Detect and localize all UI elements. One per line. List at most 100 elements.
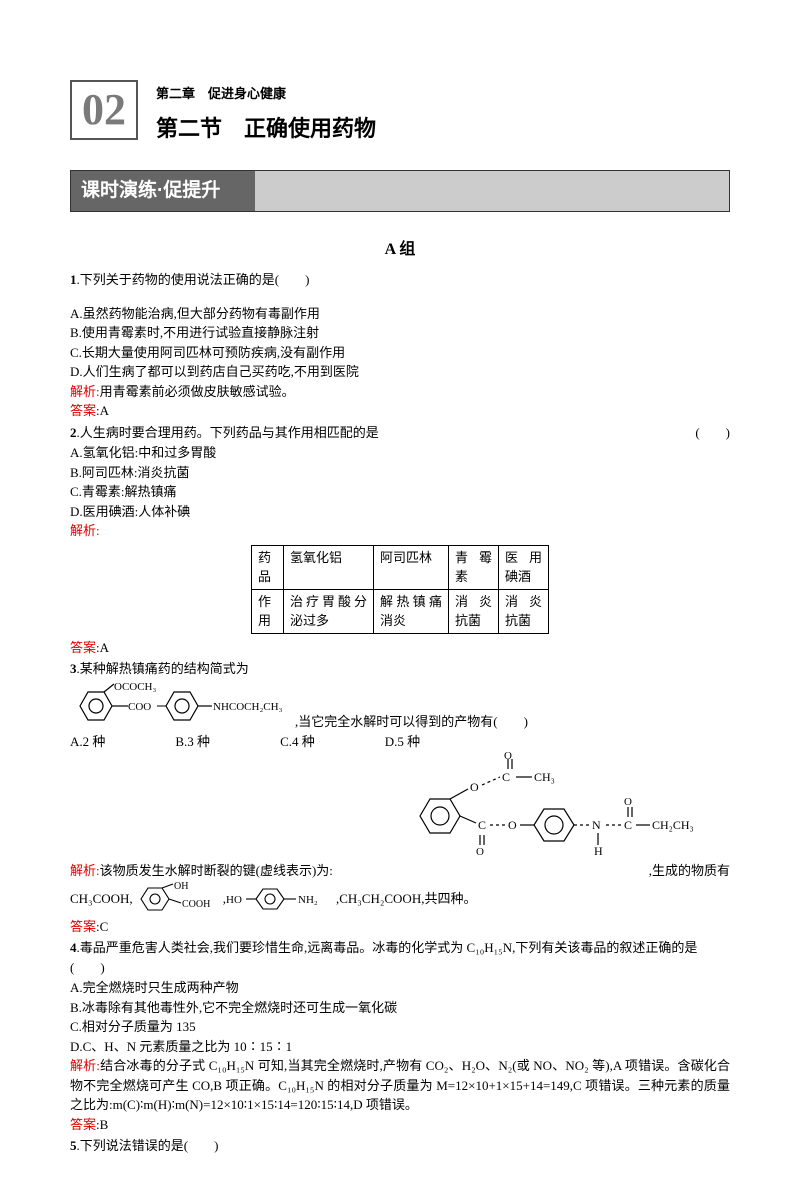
q3-options: A.2 种 B.3 种 C.4 种 D.5 种	[70, 732, 730, 752]
q4-analysis-text: 结合冰毒的分子式 C₁₀H₁₅N 可知,当其完全燃烧时,产物有 CO₂、H₂O、…	[70, 1058, 730, 1112]
header-text: 第二章 促进身心健康 第二节 正确使用药物	[156, 80, 376, 145]
q4-stem-text: .毒品严重危害人类社会,我们要珍惜生命,远离毒品。冰毒的化学式为 C₁₀H₁₅N…	[70, 940, 697, 975]
answer-label: 答案	[70, 403, 96, 418]
q1-analysis: 解析:用青霉素前必须做皮肤敏感试验。	[70, 382, 730, 402]
svg-text:COOH: COOH	[182, 899, 210, 910]
svg-text:HO: HO	[226, 894, 242, 906]
q2-answer-text: :A	[96, 640, 109, 655]
q1-analysis-text: 用青霉素前必须做皮肤敏感试验。	[100, 384, 295, 399]
q2-opt-a: A.氢氧化铝:中和过多胃酸	[70, 443, 730, 463]
q3-structure-svg: OCOCH₃ COO NHCOCH₂CH₃	[70, 680, 295, 732]
svg-text:OH: OH	[174, 881, 188, 892]
q2-answer: 答案:A	[70, 638, 730, 658]
q2-stem: 2.人生病时要合理用药。下列药品与其作用相匹配的是( )	[70, 423, 730, 443]
q1-opt-b: B.使用青霉素时,不用进行试验直接静脉注射	[70, 323, 730, 343]
q3-product-1: CH₃COOH,	[70, 889, 133, 909]
q2-paren: ( )	[695, 423, 730, 443]
q2-opt-d: D.医用碘酒:人体补碘	[70, 502, 730, 522]
table-cell: 作用	[252, 589, 284, 633]
table-cell: 医用碘酒	[499, 545, 549, 589]
aminophenol-svg: HO NH₂	[226, 883, 336, 915]
q4-answer: 答案:B	[70, 1115, 730, 1135]
section-title: 第二节 正确使用药物	[156, 112, 376, 145]
q1-opt-a: A.虽然药物能治病,但大部分药物有毒副作用	[70, 304, 730, 324]
table-row: 药品 氢氧化铝 阿司匹林 青霉素 医用碘酒	[252, 545, 549, 589]
question-4: 4.毒品严重危害人类社会,我们要珍惜生命,远离毒品。冰毒的化学式为 C₁₀H₁₅…	[70, 938, 730, 1134]
svg-text:C: C	[624, 818, 632, 832]
svg-text:NH₂: NH₂	[298, 894, 318, 906]
banner-text: 课时演练·促提升	[81, 180, 220, 201]
table-cell: 氢氧化铝	[284, 545, 374, 589]
q4-analysis: 解析:结合冰毒的分子式 C₁₀H₁₅N 可知,当其完全燃烧时,产物有 CO₂、H…	[70, 1056, 730, 1115]
analysis-label: 解析:	[70, 384, 100, 399]
chapter-number-box: 02	[70, 80, 138, 140]
q3-products: CH₃COOH, OH COOH , HO NH₂ ,CH₃CH₂COOH,	[70, 881, 476, 917]
q3-opt-c: C.4 种	[280, 732, 315, 752]
q4-opt-c: C.相对分子质量为 135	[70, 1017, 730, 1037]
chapter-number: 02	[82, 88, 126, 132]
svg-text:O: O	[476, 846, 484, 858]
q3-answer-text: :C	[96, 919, 108, 934]
q3-structure-row: OCOCH₃ COO NHCOCH₂CH₃ ,当它完全水解时可以得到的产物有( …	[70, 680, 730, 732]
svg-text:O: O	[624, 796, 632, 808]
q3-opt-b: B.3 种	[175, 732, 210, 752]
question-1: 1.下列关于药物的使用说法正确的是( ) A.虽然药物能治病,但大部分药物有毒副…	[70, 270, 730, 421]
table-cell: 治疗胃酸分泌过多	[284, 589, 374, 633]
chapter-header: 02 第二章 促进身心健康 第二节 正确使用药物	[70, 80, 730, 145]
answer-label: 答案	[70, 919, 96, 934]
question-5: 5.下列说法错误的是( )	[70, 1136, 730, 1156]
q4-opt-d: D.C、H、N 元素质量之比为 10∶15∶1	[70, 1037, 730, 1057]
q2-stem-text: .人生病时要合理用药。下列药品与其作用相匹配的是	[77, 425, 379, 440]
svg-text:O: O	[504, 751, 512, 762]
q3-opt-a: A.2 种	[70, 732, 105, 752]
q1-options: A.虽然药物能治病,但大部分药物有毒副作用 B.使用青霉素时,不用进行试验直接静…	[70, 304, 730, 382]
table-cell: 解热镇痛消炎	[374, 589, 449, 633]
svg-text:C: C	[478, 818, 486, 832]
q2-options: A.氢氧化铝:中和过多胃酸 B.阿司匹林:消炎抗菌 C.青霉素:解热镇痛 D.医…	[70, 443, 730, 521]
table-cell: 消炎抗菌	[449, 589, 499, 633]
q4-opt-a: A.完全燃烧时只生成两种产物	[70, 978, 730, 998]
q1-opt-c: C.长期大量使用阿司匹林可预防疾病,没有副作用	[70, 343, 730, 363]
q2-opt-b: B.阿司匹林:消炎抗菌	[70, 463, 730, 483]
svg-text:COO: COO	[128, 701, 151, 713]
q3-stem: 3.某种解热镇痛药的结构简式为	[70, 659, 730, 679]
q3-analysis-tail: ,生成的物质有	[649, 861, 730, 881]
answer-label: 答案	[70, 1117, 96, 1132]
answer-label: 答案	[70, 640, 96, 655]
table-cell: 阿司匹林	[374, 545, 449, 589]
table-cell: 青霉素	[449, 545, 499, 589]
svg-text:NHCOCH₂CH₃: NHCOCH₂CH₃	[213, 701, 283, 713]
q3-opt-d: D.5 种	[385, 732, 420, 752]
svg-text:N: N	[592, 818, 601, 832]
group-title: A 组	[70, 238, 730, 262]
q3-tail: ,当它完全水解时可以得到的产物有( )	[295, 712, 528, 732]
analysis-label: 解析:	[70, 861, 100, 881]
q1-opt-d: D.人们生病了都可以到药店自己买药吃,不用到医院	[70, 362, 730, 382]
q4-opt-b: B.冰毒除有其他毒性外,它不完全燃烧时还可生成一氧化碳	[70, 998, 730, 1018]
svg-text:O: O	[470, 780, 479, 794]
analysis-label: 解析:	[70, 523, 100, 538]
q5-stem-text: .下列说法错误的是( )	[77, 1138, 219, 1153]
q5-stem: 5.下列说法错误的是( )	[70, 1136, 730, 1156]
table-cell: 药品	[252, 545, 284, 589]
q3-answer: 答案:C	[70, 917, 730, 937]
q2-opt-c: C.青霉素:解热镇痛	[70, 482, 730, 502]
question-2: 2.人生病时要合理用药。下列药品与其作用相匹配的是( ) A.氢氧化铝:中和过多…	[70, 423, 730, 658]
question-3: 3.某种解热镇痛药的结构简式为 OCOCH₃ COO NHCOCH₂CH₃ ,当…	[70, 659, 730, 936]
q2-analysis: 解析:	[70, 521, 730, 541]
q3-products-tail: ,CH₃CH₂COOH,共四种。	[336, 889, 477, 909]
q4-stem: 4.毒品严重危害人类社会,我们要珍惜生命,远离毒品。冰毒的化学式为 C₁₀H₁₅…	[70, 938, 730, 977]
q1-stem-text: .下列关于药物的使用说法正确的是( )	[77, 272, 310, 287]
q1-stem: 1.下列关于药物的使用说法正确的是( )	[70, 270, 730, 290]
q3-analysis-row: 解析: 该物质发生水解时断裂的键(虚线表示)为: ,生成的物质有	[70, 861, 730, 881]
q4-options: A.完全燃烧时只生成两种产物 B.冰毒除有其他毒性外,它不完全燃烧时还可生成一氧…	[70, 978, 730, 1056]
svg-text:CH₃: CH₃	[534, 770, 555, 784]
q3-large-structure: O C O CH₃ C O O N H	[70, 751, 730, 861]
q3-stem-text: .某种解热镇痛药的结构简式为	[77, 661, 249, 676]
svg-text:OCOCH₃: OCOCH₃	[114, 681, 157, 693]
table-cell: 消炎抗菌	[499, 589, 549, 633]
q1-answer-text: :A	[96, 403, 109, 418]
q4-answer-text: :B	[96, 1117, 108, 1132]
svg-text:O: O	[508, 818, 517, 832]
svg-text:CH₂CH₃: CH₂CH₃	[652, 818, 694, 832]
